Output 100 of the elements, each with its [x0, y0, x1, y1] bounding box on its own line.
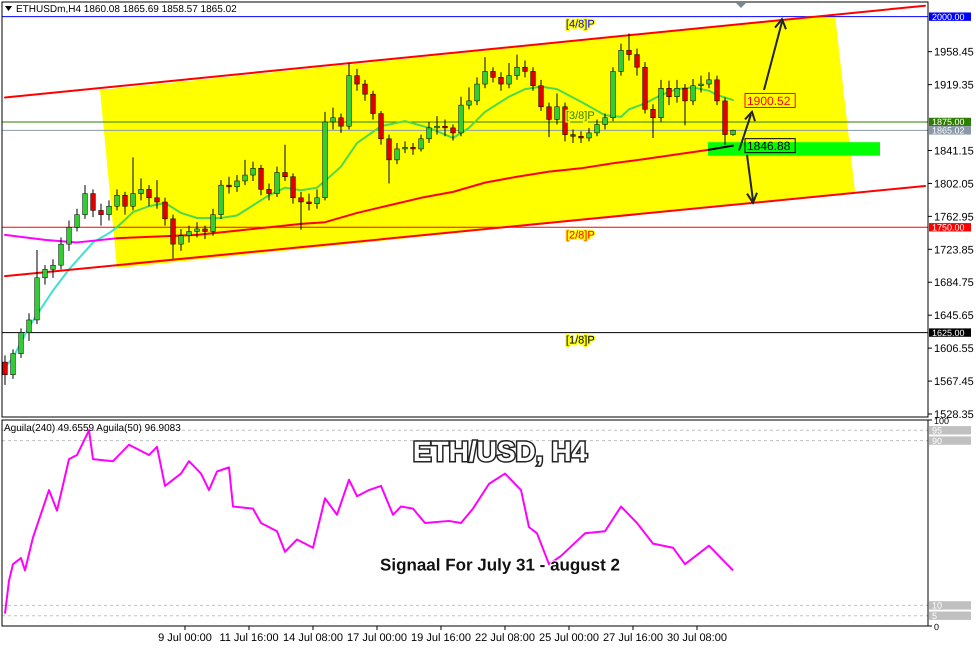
candlestick	[618, 43, 624, 76]
y-tick-label: 2000.00	[932, 12, 965, 22]
x-tick-label: 27 Jul 16:00	[603, 632, 663, 644]
y-tick-label: 1625.00	[932, 328, 965, 338]
candlestick	[298, 191, 304, 230]
candlestick	[42, 264, 48, 286]
candlestick	[74, 208, 80, 232]
x-tick-label: 14 Jul 08:00	[283, 632, 343, 644]
candlestick	[58, 236, 64, 270]
chart-title: Aguila(240) 49.6559 Aguila(50) 96.9083	[4, 423, 182, 434]
candlestick	[122, 191, 128, 216]
candlestick	[146, 184, 152, 207]
y-tick-label: 1865.02	[932, 126, 965, 136]
chart-title: ETHUSDm,H4 1860.08 1865.69 1858.57 1865.02	[16, 4, 238, 15]
candlestick	[394, 142, 400, 165]
candlestick	[242, 159, 248, 186]
candlestick	[506, 62, 512, 89]
candlestick	[674, 79, 680, 104]
annotation: Signaal For July 31 - august 2	[380, 555, 620, 574]
y-tick-label: 1606.55	[934, 343, 974, 356]
candlestick	[66, 220, 72, 252]
candlestick	[698, 75, 704, 93]
candlestick	[258, 164, 264, 196]
candlestick	[370, 90, 376, 120]
candlestick	[98, 203, 104, 226]
x-tick-label: 11 Jul 16:00	[219, 632, 279, 644]
candlestick	[266, 182, 272, 201]
annotation: ETH/USD, H4	[412, 436, 588, 468]
candlestick	[482, 56, 488, 89]
candlestick	[194, 222, 200, 238]
candlestick	[690, 78, 696, 106]
candlestick	[386, 134, 392, 184]
candlestick	[602, 113, 608, 130]
y-tick-label: 1750.00	[932, 222, 965, 232]
candlestick	[666, 80, 672, 106]
candlestick	[90, 188, 96, 218]
candlestick	[450, 124, 456, 141]
annotation: 1900.52	[747, 94, 791, 108]
candlestick	[714, 75, 720, 106]
candlestick	[314, 188, 320, 210]
candlestick	[290, 172, 296, 204]
y-tick-label: 1684.75	[934, 277, 974, 290]
candlestick	[154, 180, 160, 210]
candlestick	[490, 66, 496, 83]
y-tick-label: 1762.95	[934, 211, 974, 224]
candlestick	[274, 166, 280, 198]
candlestick	[50, 258, 56, 278]
candlestick	[634, 48, 640, 76]
x-tick-label: 9 Jul 00:00	[158, 632, 212, 644]
candlestick	[362, 79, 368, 102]
candlestick	[202, 225, 208, 240]
candlestick	[530, 66, 536, 92]
y-tick-label: 5	[932, 610, 938, 621]
candlestick	[186, 225, 192, 243]
candlestick	[578, 130, 584, 144]
y-tick-label: 1841.15	[934, 145, 974, 158]
candlestick	[514, 54, 520, 80]
candlestick	[554, 92, 560, 125]
candlestick	[522, 60, 528, 78]
x-tick-label: 30 Jul 08:00	[667, 632, 727, 644]
candlestick	[474, 76, 480, 106]
y-tick-label: 95	[932, 426, 942, 436]
candlestick	[210, 208, 216, 236]
candlestick	[138, 178, 144, 201]
candlestick	[410, 142, 416, 156]
candlestick	[650, 104, 656, 138]
y-tick-label: 1875.00	[932, 117, 965, 128]
candlestick	[594, 118, 600, 137]
candlestick	[682, 84, 688, 126]
candlestick	[538, 79, 544, 112]
candlestick	[162, 197, 168, 226]
candlestick	[130, 156, 136, 211]
candlestick	[586, 127, 592, 142]
candlestick	[330, 107, 336, 130]
y-tick-label: 1723.85	[934, 244, 974, 256]
candlestick	[354, 68, 360, 92]
candlestick	[426, 121, 432, 144]
candlestick	[466, 86, 472, 110]
candlestick	[626, 33, 632, 61]
ref-line-label: [1/8]P	[566, 334, 595, 347]
y-tick-label: 1802.05	[934, 178, 974, 190]
candlestick	[106, 200, 112, 222]
y-tick-label: 90	[932, 436, 942, 446]
annotation: 1846.88	[747, 139, 791, 154]
y-tick-label: 1958.45	[934, 46, 974, 59]
candlestick	[706, 72, 712, 89]
candlestick	[10, 348, 16, 380]
ref-line-label: [4/8]P	[566, 18, 595, 31]
x-tick-label: 22 Jul 08:00	[475, 632, 535, 644]
candlestick	[546, 102, 552, 138]
candlestick	[282, 144, 288, 182]
x-tick-label: 17 Jul 00:00	[347, 632, 407, 644]
candlestick	[498, 72, 504, 92]
x-tick-label: 19 Jul 16:00	[411, 632, 471, 644]
y-tick-label: 1567.45	[934, 376, 974, 388]
candlestick	[114, 188, 120, 211]
y-tick-label: 1919.35	[934, 80, 974, 92]
x-tick-label: 25 Jul 00:00	[539, 632, 599, 644]
candlestick	[234, 174, 240, 192]
candlestick	[178, 228, 184, 252]
